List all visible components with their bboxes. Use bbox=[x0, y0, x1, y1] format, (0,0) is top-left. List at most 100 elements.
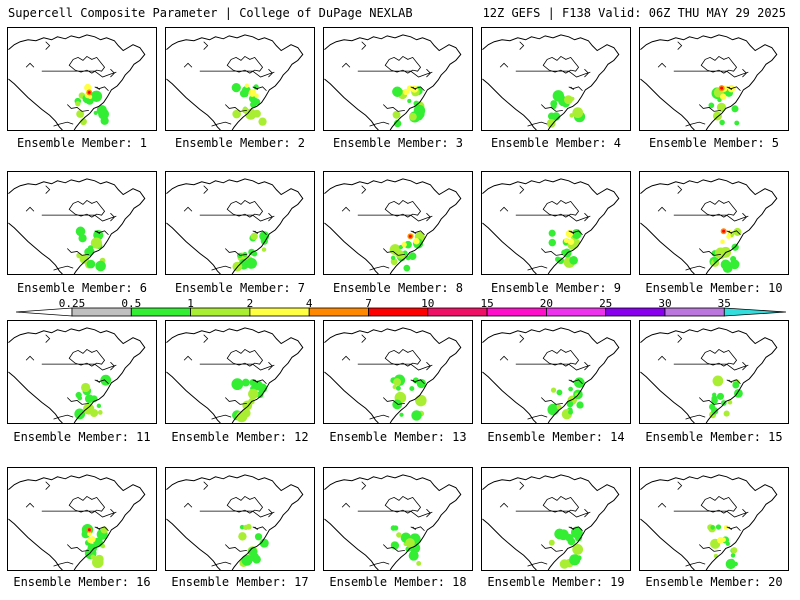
scp-contour bbox=[415, 394, 427, 407]
scp-shading bbox=[708, 375, 743, 419]
scp-contour bbox=[90, 554, 96, 560]
ensemble-member-label: Ensemble Member: 5 bbox=[648, 136, 780, 150]
scp-shading bbox=[708, 84, 740, 126]
ensemble-member-label: Ensemble Member: 17 bbox=[171, 575, 309, 589]
scp-contour bbox=[87, 543, 96, 552]
coastline bbox=[499, 334, 589, 420]
north-america-map bbox=[482, 327, 620, 423]
scp-contour bbox=[261, 247, 267, 252]
scp-shading bbox=[231, 378, 268, 423]
scp-contour bbox=[231, 83, 241, 93]
scp-contour bbox=[232, 109, 241, 119]
country-border bbox=[41, 510, 117, 531]
ensemble-map-panel bbox=[639, 171, 789, 275]
scp-contour bbox=[259, 538, 269, 548]
scp-shading bbox=[232, 231, 270, 272]
colorbar-tick-label: 4 bbox=[305, 297, 313, 310]
ensemble-member-label: Ensemble Member: 9 bbox=[490, 281, 622, 295]
country-border bbox=[199, 510, 275, 531]
ensemble-map-panel bbox=[323, 171, 473, 275]
north-america-map bbox=[482, 474, 620, 570]
scp-contour bbox=[392, 385, 397, 389]
ensemble-map-panel bbox=[481, 171, 631, 275]
scp-contour bbox=[84, 83, 92, 92]
scp-contour bbox=[558, 529, 569, 541]
scp-contour bbox=[100, 374, 112, 386]
country-border bbox=[357, 70, 433, 91]
scp-contour bbox=[256, 391, 264, 399]
scp-contour bbox=[248, 388, 259, 400]
scp-contour bbox=[563, 238, 569, 244]
scp-shading bbox=[709, 227, 742, 273]
scp-contour bbox=[87, 528, 91, 532]
country-border bbox=[41, 363, 117, 384]
coastline bbox=[640, 474, 778, 570]
ensemble-map-panel bbox=[481, 320, 631, 424]
scp-contour bbox=[569, 554, 581, 566]
scp-contour bbox=[402, 88, 410, 95]
scp-contour bbox=[574, 392, 580, 397]
scp-contour bbox=[550, 387, 557, 393]
scp-contour bbox=[392, 86, 403, 97]
country-border bbox=[673, 70, 749, 91]
north-america-map bbox=[324, 178, 462, 274]
coastline bbox=[482, 327, 620, 423]
north-america-map bbox=[640, 474, 778, 570]
scp-contour bbox=[731, 105, 739, 113]
scp-contour bbox=[716, 392, 725, 400]
scp-contour bbox=[96, 104, 107, 116]
scp-shading bbox=[548, 526, 584, 569]
coastline bbox=[166, 34, 304, 130]
coastline bbox=[8, 34, 146, 130]
scp-contour bbox=[87, 245, 94, 251]
ensemble-member-label: Ensemble Member: 16 bbox=[13, 575, 151, 589]
country-border bbox=[515, 70, 591, 91]
scp-contour bbox=[405, 538, 415, 548]
coastline bbox=[324, 327, 462, 423]
colorbar-segment bbox=[486, 307, 547, 317]
colorbar bbox=[15, 307, 787, 317]
ensemble-member-label: Ensemble Member: 11 bbox=[13, 430, 151, 444]
scp-contour bbox=[720, 86, 724, 90]
scp-contour bbox=[253, 109, 261, 118]
scp-contour bbox=[93, 110, 98, 115]
scp-contour bbox=[250, 101, 257, 108]
coastline bbox=[25, 185, 115, 271]
ensemble-member-label: Ensemble Member: 14 bbox=[487, 430, 625, 444]
coastline bbox=[166, 327, 304, 423]
north-america-map bbox=[8, 474, 146, 570]
scp-shading bbox=[74, 83, 109, 126]
coastline bbox=[324, 178, 462, 274]
scp-contour bbox=[88, 94, 93, 100]
north-america-map bbox=[8, 327, 146, 423]
scp-contour bbox=[720, 259, 731, 270]
scp-shading bbox=[392, 85, 426, 128]
colorbar-tick-label: 10 bbox=[421, 297, 435, 310]
colorbar-tick-label: 7 bbox=[365, 297, 372, 310]
ensemble-member-label: Ensemble Member: 4 bbox=[490, 136, 622, 150]
north-america-map bbox=[8, 34, 146, 130]
north-america-map bbox=[324, 34, 462, 130]
scp-contour bbox=[79, 254, 90, 264]
scp-contour bbox=[710, 525, 715, 530]
scp-shading bbox=[548, 228, 582, 268]
coastline bbox=[482, 178, 620, 274]
scp-contour bbox=[248, 555, 255, 562]
scp-contour bbox=[407, 98, 412, 104]
ensemble-map-panel bbox=[7, 27, 157, 131]
coastline bbox=[341, 185, 431, 271]
scp-contour bbox=[568, 386, 573, 392]
ensemble-map-panel bbox=[165, 467, 315, 571]
country-border bbox=[673, 510, 749, 531]
north-america-map bbox=[8, 178, 146, 274]
scp-contour bbox=[75, 226, 86, 237]
north-america-map bbox=[166, 178, 304, 274]
scp-contour bbox=[716, 102, 727, 112]
scp-contour bbox=[411, 410, 422, 421]
ensemble-map-panel bbox=[165, 27, 315, 131]
scp-contour bbox=[396, 532, 402, 538]
scp-contour bbox=[248, 89, 257, 97]
colorbar-segment bbox=[190, 307, 251, 317]
country-border bbox=[357, 214, 433, 235]
coastline bbox=[324, 474, 462, 570]
